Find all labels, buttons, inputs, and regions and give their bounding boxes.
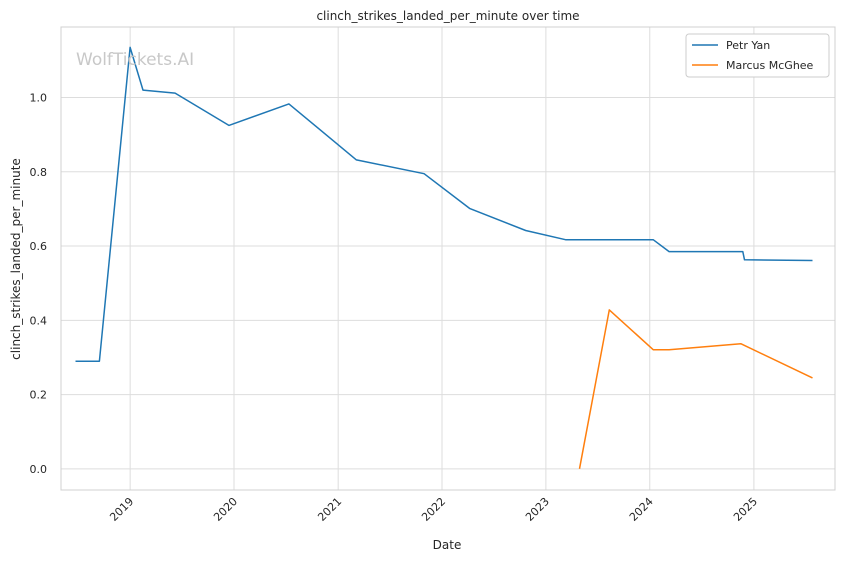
series-line-marcus-mcghee — [578, 309, 813, 469]
legend-label-marcus-mcghee: Marcus McGhee — [726, 59, 814, 72]
y-tick-label: 0.8 — [30, 166, 48, 179]
grid — [61, 27, 835, 490]
legend-box — [685, 33, 830, 78]
y-tick-label: 1.0 — [30, 92, 48, 105]
x-axis-label: Date — [433, 538, 462, 552]
y-axis-label: clinch_strikes_landed_per_minute — [9, 158, 23, 360]
plot-area — [60, 26, 836, 491]
y-tick-label: 0.4 — [30, 314, 48, 327]
y-tick-label: 0.0 — [30, 463, 48, 476]
y-axis-ticks: 0.0 0.2 0.4 0.6 0.8 1.0 — [30, 92, 48, 476]
chart-title: clinch_strikes_landed_per_minute over ti… — [316, 9, 579, 23]
legend: Petr Yan Marcus McGhee — [685, 33, 830, 78]
series-line-petr-yan — [75, 46, 813, 362]
watermark: WolfTickets.AI — [76, 50, 194, 70]
legend-label-petr-yan: Petr Yan — [726, 39, 770, 52]
series-lines — [75, 46, 813, 469]
y-tick-label: 0.6 — [30, 240, 48, 253]
y-tick-label: 0.2 — [30, 389, 48, 402]
